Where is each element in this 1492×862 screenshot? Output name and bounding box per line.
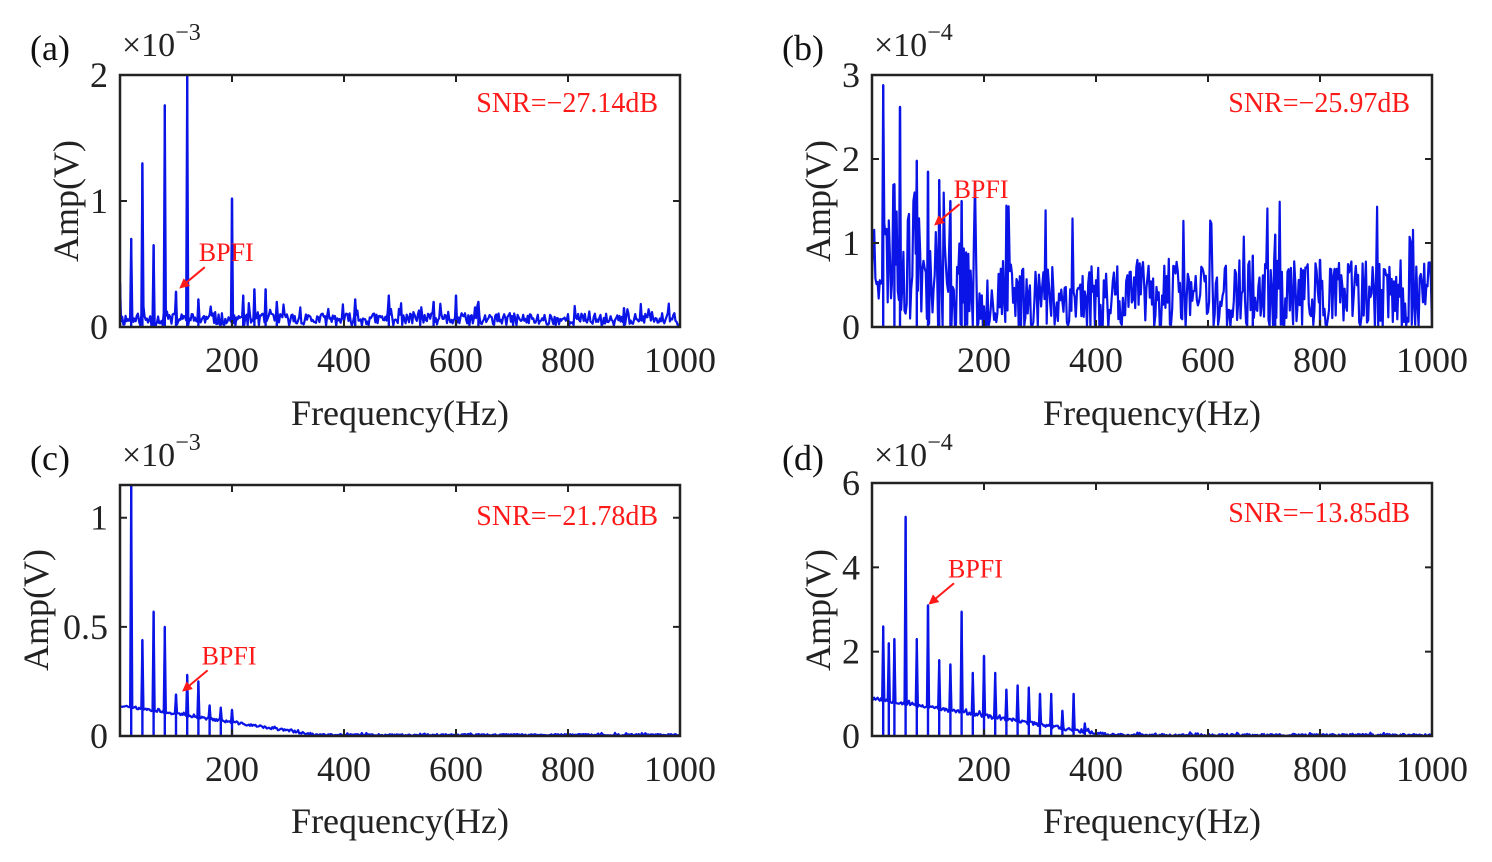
panel-label: (c) [30, 438, 70, 478]
plot-area: 200 400 600 800 1000 0 1 2 3 [842, 55, 1468, 380]
bpfi-label: BPFI [199, 238, 254, 267]
panel-d: (d) ×10−4 Amp(V) Frequency(Hz) 200 400 600… [782, 430, 1468, 841]
x-tick-label: 600 [429, 749, 483, 789]
x-tick-label: 800 [1293, 749, 1347, 789]
plot-area: 200 400 600 800 1000 0 2 4 6 [842, 463, 1468, 789]
y-tick-label: 0 [842, 307, 860, 347]
y-tick-label: 2 [842, 139, 860, 179]
panel-a: (a) ×10−3 Amp(V) Frequency(Hz) 200 400 600… [30, 20, 716, 433]
multiplier-base: ×10 [122, 437, 175, 474]
x-tick-label: 800 [541, 749, 595, 789]
axes-frame [118, 483, 682, 738]
multiplier-label: ×10−4 [874, 430, 953, 474]
multiplier-base: ×10 [874, 27, 927, 64]
multiplier-exponent: −3 [175, 20, 201, 46]
multiplier-exponent: −3 [175, 430, 201, 456]
spectrum-line [120, 75, 680, 327]
multiplier-label: ×10−4 [874, 20, 953, 64]
x-tick-label: 600 [1181, 749, 1235, 789]
y-tick-label: 4 [842, 547, 860, 587]
snr-annotation: SNR=−21.78dB [476, 501, 658, 532]
multiplier-exponent: −4 [927, 430, 953, 456]
y-axis-label: Amp(V) [798, 140, 838, 262]
y-tick-label: 0 [90, 716, 108, 756]
snr-annotation: SNR=−25.97dB [1228, 88, 1410, 119]
panel-c: (c) ×10−3 Amp(V) Frequency(Hz) 200 400 600… [16, 430, 716, 841]
x-tick-label: 600 [1181, 340, 1235, 380]
x-tick-label: 400 [1069, 340, 1123, 380]
y-tick-label: 3 [842, 55, 860, 95]
bpfi-label: BPFI [954, 175, 1009, 204]
x-tick-label: 200 [957, 749, 1011, 789]
y-tick-label: 0 [842, 716, 860, 756]
bpfi-label: BPFI [948, 554, 1003, 583]
bpfi-label: BPFI [202, 641, 257, 670]
panel-b: (b) ×10−4 Amp(V) Frequency(Hz) 200 400 600… [782, 20, 1468, 433]
axes-frame [870, 73, 1434, 329]
panel-label: (a) [30, 28, 70, 68]
y-axis-label: Amp(V) [16, 549, 56, 671]
bpfi-arrow [934, 203, 961, 226]
x-tick-label: 1000 [1396, 340, 1468, 380]
snr-annotation: SNR=−13.85dB [1228, 498, 1410, 529]
panel-label: (d) [782, 438, 824, 478]
panel-label: (b) [782, 28, 824, 68]
x-tick-label: 800 [1293, 340, 1347, 380]
x-tick-label: 200 [957, 340, 1011, 380]
x-axis-label: Frequency(Hz) [1043, 801, 1261, 841]
y-axis-label: Amp(V) [46, 140, 86, 262]
bpfi-arrow [179, 266, 206, 289]
x-axis-label: Frequency(Hz) [291, 801, 509, 841]
y-tick-label: 1 [90, 181, 108, 221]
multiplier-base: ×10 [122, 27, 175, 64]
multiplier-label: ×10−3 [122, 430, 201, 474]
x-tick-label: 1000 [1396, 749, 1468, 789]
y-tick-label: 0.5 [63, 607, 108, 647]
x-tick-label: 800 [541, 340, 595, 380]
x-tick-label: 1000 [644, 749, 716, 789]
x-tick-label: 400 [317, 340, 371, 380]
y-axis-label: Amp(V) [798, 549, 838, 671]
y-tick-label: 2 [842, 632, 860, 672]
x-tick-label: 200 [205, 749, 259, 789]
x-axis-label: Frequency(Hz) [1043, 393, 1261, 433]
bpfi-arrow [928, 582, 955, 605]
spectrum-line [872, 84, 1432, 327]
x-tick-label: 400 [1069, 749, 1123, 789]
multiplier-exponent: −4 [927, 20, 953, 46]
multiplier-base: ×10 [874, 437, 927, 474]
y-tick-label: 6 [842, 463, 860, 503]
x-tick-label: 600 [429, 340, 483, 380]
plot-area: 200 400 600 800 1000 0 1 2 [90, 55, 716, 380]
y-tick-label: 1 [842, 223, 860, 263]
spectrum-line [872, 515, 1432, 736]
y-tick-label: 2 [90, 55, 108, 95]
multiplier-label: ×10−3 [122, 20, 201, 64]
x-axis-label: Frequency(Hz) [291, 393, 509, 433]
x-tick-label: 1000 [644, 340, 716, 380]
x-tick-label: 200 [205, 340, 259, 380]
y-tick-label: 0 [90, 307, 108, 347]
plot-area: 200 400 600 800 1000 0 0.5 1 [63, 483, 716, 789]
axes-frame [870, 481, 1434, 738]
snr-annotation: SNR=−27.14dB [476, 88, 658, 119]
y-tick-label: 1 [90, 498, 108, 538]
x-tick-label: 400 [317, 749, 371, 789]
bpfi-arrow [182, 669, 209, 692]
